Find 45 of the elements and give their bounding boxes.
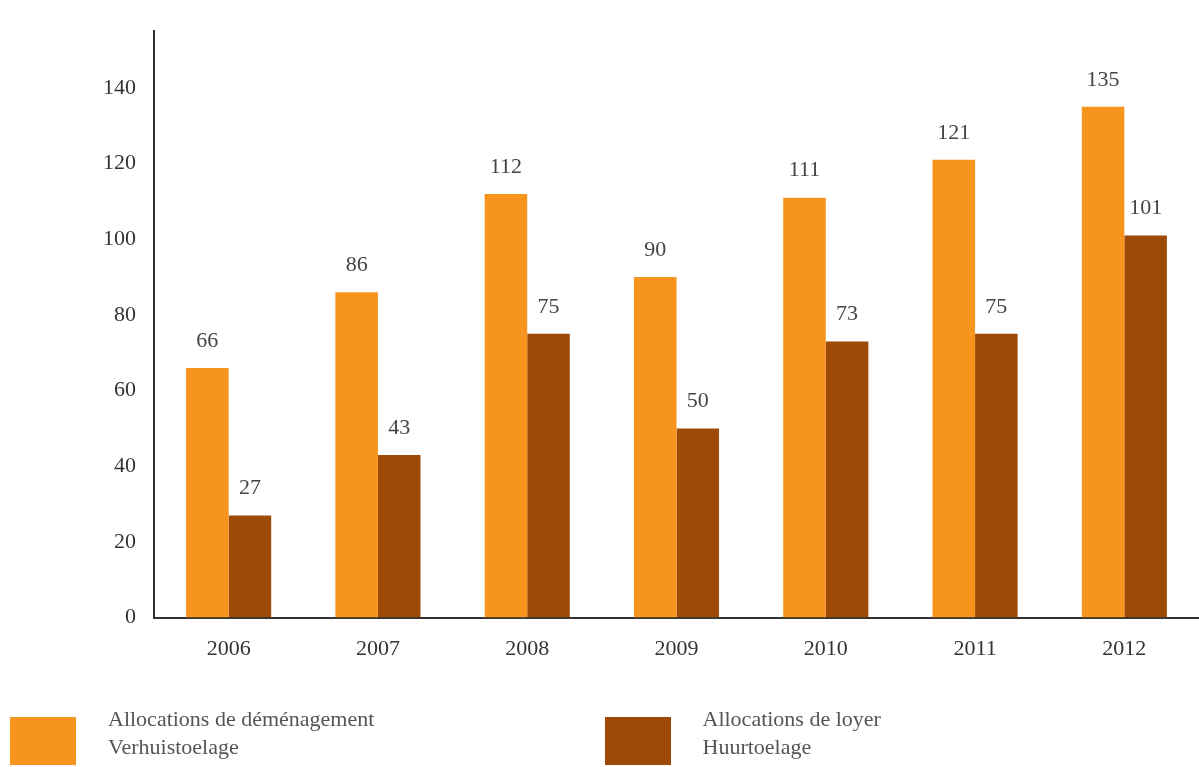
bar — [825, 341, 869, 618]
data-label: 73 — [836, 300, 859, 326]
data-label: 66 — [196, 326, 219, 352]
y-tick-label: 40 — [114, 452, 136, 478]
x-tick-label: 2009 — [654, 634, 699, 660]
x-tick-label: 2011 — [953, 634, 997, 660]
bar — [975, 333, 1018, 618]
data-label: 111 — [788, 156, 821, 182]
bar — [527, 333, 570, 618]
y-tick-label: 120 — [103, 149, 136, 175]
x-tick-label: 2008 — [505, 634, 550, 660]
data-label: 50 — [686, 387, 709, 413]
x-tick-label: 2006 — [206, 634, 251, 660]
data-label: 75 — [985, 292, 1008, 318]
x-tick-label: 2012 — [1102, 634, 1147, 660]
data-label: 112 — [489, 152, 523, 178]
bar — [932, 159, 976, 618]
data-label: 101 — [1129, 194, 1163, 220]
bar — [377, 454, 421, 618]
bar — [228, 515, 272, 618]
data-label: 86 — [345, 251, 368, 277]
data-label: 121 — [937, 118, 971, 144]
data-label: 75 — [537, 292, 560, 318]
bar — [186, 367, 229, 618]
data-label: 27 — [238, 474, 261, 500]
legend-label: Allocations de loyer Huurtoelage — [702, 705, 881, 761]
bar — [633, 277, 677, 618]
bar — [484, 193, 528, 618]
x-tick-label: 2010 — [803, 634, 848, 660]
y-tick-label: 20 — [114, 527, 136, 553]
data-label: 135 — [1086, 65, 1120, 91]
data-label: 90 — [644, 235, 667, 261]
y-tick-label: 0 — [125, 603, 136, 629]
data-label: 43 — [388, 413, 411, 439]
bar — [783, 197, 826, 618]
bar — [1124, 235, 1167, 618]
bar — [335, 292, 378, 618]
bar — [1081, 106, 1125, 618]
y-tick-label: 100 — [103, 225, 136, 251]
y-tick-label: 60 — [114, 376, 136, 402]
legend-label: Allocations de déménagement Verhuistoelage — [108, 705, 375, 761]
bar — [676, 428, 720, 618]
y-tick-label: 80 — [114, 300, 136, 326]
x-tick-label: 2007 — [355, 634, 400, 660]
y-tick-label: 140 — [103, 73, 136, 99]
